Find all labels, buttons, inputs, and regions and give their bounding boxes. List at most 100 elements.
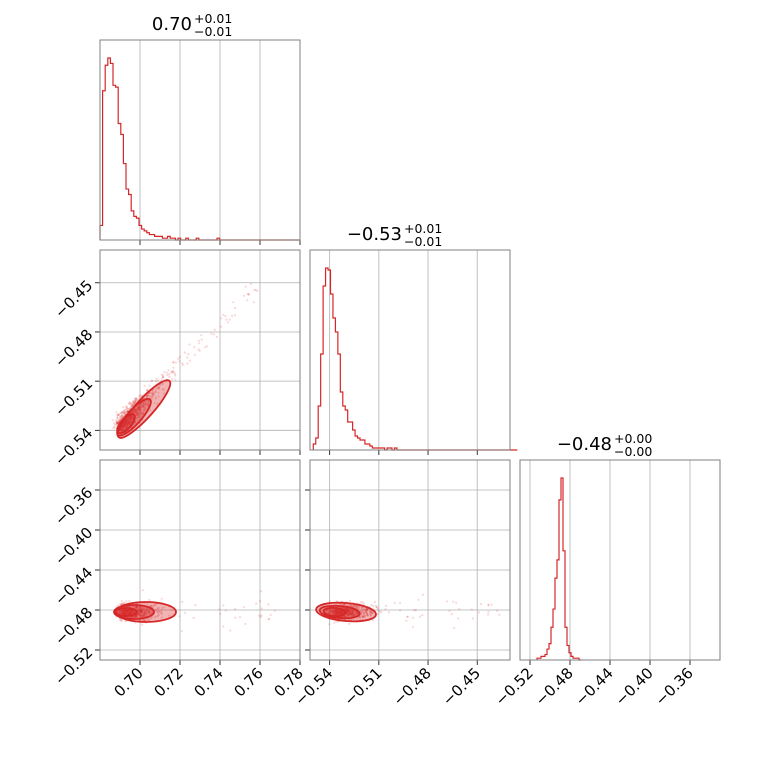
sample-point: [162, 375, 165, 379]
sample-point: [145, 612, 148, 615]
sample-point: [137, 612, 140, 615]
sample-point: [154, 616, 157, 619]
sample-point: [122, 609, 125, 612]
sample-point: [139, 615, 142, 618]
sample-point: [130, 415, 134, 419]
sample-point: [149, 612, 152, 616]
sample-point: [125, 421, 128, 425]
sample-point: [331, 610, 334, 613]
sample-point: [137, 408, 140, 411]
sample-point: [121, 428, 124, 431]
sample-point: [353, 614, 357, 617]
sample-point: [347, 610, 350, 613]
sample-point: [366, 612, 369, 615]
sample-point: [358, 617, 361, 620]
sample-point: [346, 608, 349, 611]
sample-point: [141, 623, 144, 626]
sample-point: [126, 424, 129, 427]
y-tick-label-p1: −0.54: [51, 424, 96, 469]
sample-point: [142, 615, 145, 618]
sample-point: [356, 605, 359, 609]
sample-point: [125, 410, 128, 413]
sample-point: [136, 408, 139, 411]
sample-point: [142, 613, 145, 617]
sample-point: [361, 616, 364, 619]
sample-point: [365, 611, 368, 614]
sample-point: [138, 613, 141, 617]
sample-point: [126, 418, 129, 421]
sample-point: [129, 417, 132, 420]
sample-point: [333, 611, 336, 614]
sample-point: [132, 611, 135, 615]
sample-point: [134, 616, 137, 619]
y-tick-label-p2: −0.40: [51, 524, 96, 569]
sample-point: [328, 600, 331, 603]
sample-point: [127, 422, 130, 425]
histogram-p2: [536, 477, 581, 661]
sample-point: [122, 426, 125, 429]
sample-point: [128, 423, 131, 426]
sample-point: [129, 609, 132, 612]
sample-point: [375, 605, 378, 609]
sample-point: [157, 606, 160, 610]
sample-point: [347, 610, 350, 613]
sample-point: [366, 614, 369, 617]
sample-point: [346, 613, 349, 616]
sample-point: [153, 401, 156, 404]
sample-point: [334, 609, 337, 612]
sample-point: [349, 612, 352, 615]
sample-point: [144, 607, 147, 610]
sample-point: [335, 611, 338, 615]
sample-point: [132, 410, 135, 413]
x-tick-label-p1: −0.48: [390, 664, 435, 709]
sample-point: [347, 610, 350, 614]
sample-point: [127, 612, 130, 615]
sample-point: [346, 609, 349, 612]
sample-point: [130, 415, 133, 418]
sample-point: [126, 610, 129, 613]
sample-point: [347, 609, 350, 613]
sample-point: [161, 382, 164, 385]
sample-point: [121, 611, 124, 614]
sample-point: [371, 611, 374, 614]
sample-point: [128, 416, 131, 419]
sample-point: [174, 378, 177, 381]
sample-point: [129, 610, 132, 613]
sample-point: [126, 608, 129, 612]
sample-point: [352, 611, 355, 614]
sample-point: [130, 609, 133, 613]
sample-point: [359, 616, 362, 619]
sample-point: [342, 603, 345, 606]
sample-point: [124, 608, 127, 611]
sample-point: [355, 611, 358, 615]
sample-point: [132, 610, 135, 614]
sample-point: [139, 610, 142, 614]
sample-point: [269, 613, 272, 617]
sample-point: [138, 611, 141, 615]
sample-point: [352, 604, 355, 607]
sample-point: [137, 609, 140, 612]
sample-point: [137, 607, 140, 610]
sample-point: [130, 420, 133, 423]
sample-point: [137, 411, 140, 414]
sample-point: [140, 610, 143, 613]
sample-point: [359, 613, 363, 616]
sample-point: [145, 614, 148, 617]
sample-point: [120, 414, 123, 417]
sample-point: [157, 610, 160, 613]
sample-point: [130, 404, 133, 407]
sample-point: [222, 625, 225, 628]
sample-point: [360, 607, 363, 610]
sample-point: [336, 610, 339, 613]
sample-point: [168, 614, 171, 617]
sample-point: [273, 609, 276, 612]
sample-point: [413, 609, 416, 612]
sample-point: [158, 386, 161, 389]
sample-point: [135, 397, 138, 400]
sample-point: [147, 400, 150, 403]
sample-point: [130, 610, 134, 613]
sample-point: [123, 422, 126, 425]
sample-point: [125, 424, 128, 427]
sample-point: [140, 607, 143, 610]
sample-point: [338, 612, 341, 616]
